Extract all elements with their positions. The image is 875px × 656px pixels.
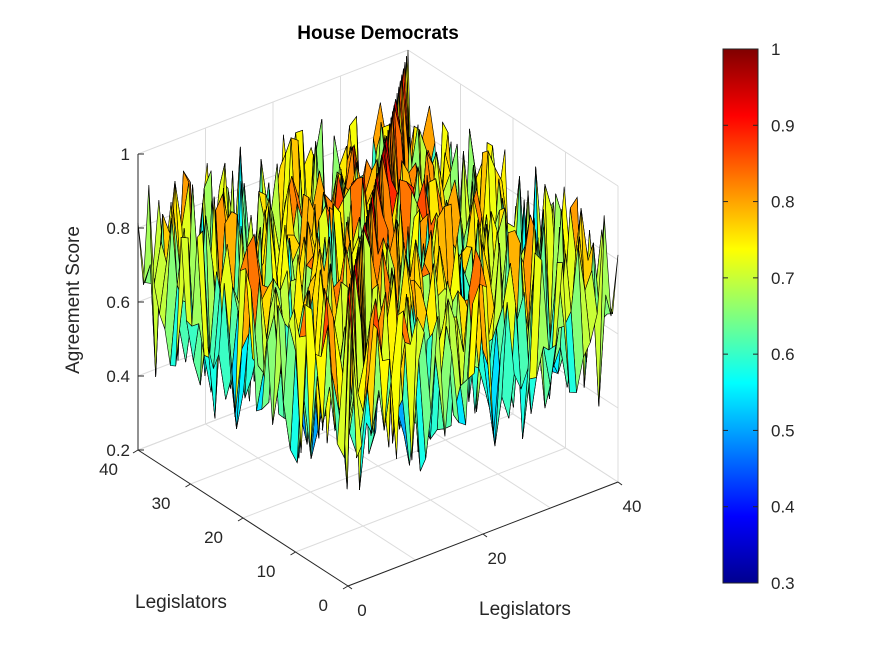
colorbar — [722, 48, 759, 584]
colorbar-tick-label: 0.3 — [771, 574, 795, 593]
z-axis-label: Agreement Score — [63, 226, 84, 374]
y-tick-mark — [185, 483, 191, 488]
x-tick-label: 40 — [623, 497, 642, 516]
grid-line — [242, 413, 514, 519]
z-tick-label: 0.2 — [106, 441, 130, 460]
x-tick-mark — [482, 533, 488, 538]
surface-patch — [342, 283, 356, 377]
y-tick-label: 20 — [204, 528, 223, 547]
grid-line — [295, 447, 566, 553]
y-tick-mark — [342, 585, 349, 590]
z-tick-label: 0.8 — [106, 219, 130, 238]
y-axis-label: Legislators — [135, 592, 227, 613]
colorbar-tick-label: 1 — [771, 40, 780, 59]
grid-line — [137, 49, 409, 155]
y-tick-mark — [290, 551, 296, 556]
z-tick-label: 0.6 — [106, 293, 130, 312]
x-tick-label: 20 — [488, 549, 507, 568]
y-tick-mark — [237, 517, 244, 522]
x-tick-mark — [347, 585, 353, 590]
y-tick-label: 10 — [257, 562, 276, 581]
y-tick-label: 40 — [99, 460, 118, 479]
x-axis-label: Legislators — [479, 599, 571, 620]
chart-title: House Democrats — [297, 23, 459, 44]
y-tick-label: 30 — [152, 494, 171, 513]
colorbar-tick-label: 0.7 — [771, 269, 795, 288]
colorbar-tick-label: 0.4 — [771, 498, 795, 517]
colorbar-ticks: 0.3 0.4 0.5 0.6 0.7 0.8 0.9 1 — [723, 40, 795, 593]
colorbar-tick-label: 0.5 — [771, 421, 795, 440]
y-tick-label: 0 — [319, 596, 328, 615]
z-tick-label: 1 — [121, 145, 130, 164]
colorbar-tick-label: 0.8 — [771, 193, 795, 212]
surface-plot — [137, 49, 619, 491]
z-tick-label: 0.4 — [106, 367, 130, 386]
y-tick-mark — [132, 449, 139, 454]
grid-line — [407, 49, 619, 187]
x-tick-mark — [617, 481, 623, 486]
x-tick-label: 0 — [357, 601, 366, 620]
colorbar-tick-label: 0.9 — [771, 116, 795, 135]
colorbar-tick-label: 0.6 — [771, 345, 795, 364]
